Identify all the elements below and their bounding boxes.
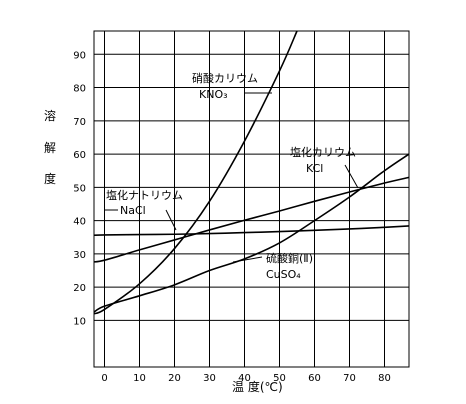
x-tick-label: 80 bbox=[378, 373, 391, 384]
y-axis-label-char-3: 度 bbox=[44, 171, 56, 186]
x-tick-label: 30 bbox=[203, 373, 216, 384]
y-axis-label: 溶 解 度 bbox=[44, 108, 56, 186]
y-tick-labels: 10 20 30 40 50 60 70 80 90 bbox=[73, 50, 86, 327]
y-tick-label: 70 bbox=[73, 117, 86, 128]
x-tick-label: 70 bbox=[343, 373, 356, 384]
series-formula-nacl: NaCl bbox=[120, 204, 146, 217]
series-formula-kcl: KCl bbox=[306, 162, 323, 175]
x-tick-label: 20 bbox=[168, 373, 181, 384]
series-formula-kno3: KNO₃ bbox=[199, 88, 228, 101]
x-tick-label: 40 bbox=[238, 373, 251, 384]
y-tick-label: 10 bbox=[73, 316, 86, 327]
series-name-kcl: 塩化カリウム bbox=[290, 145, 356, 159]
y-tick-label: 50 bbox=[73, 183, 86, 194]
y-tick-label: 30 bbox=[73, 250, 86, 261]
y-tick-label: 80 bbox=[73, 84, 86, 95]
x-tick-label: 60 bbox=[308, 373, 321, 384]
y-tick-label: 60 bbox=[73, 150, 86, 161]
x-axis-label: 温 度(℃) bbox=[232, 379, 283, 394]
chart-curves bbox=[93, 30, 410, 315]
series-formula-cuso4: CuSO₄ bbox=[266, 268, 301, 281]
series-label-kcl: 塩化カリウム KCl bbox=[290, 145, 359, 189]
leader-line-kcl bbox=[344, 164, 359, 189]
y-axis-label-char-2: 解 bbox=[44, 141, 56, 155]
series-line-nacl bbox=[93, 225, 410, 237]
leader-line-cuso4 bbox=[232, 256, 263, 263]
x-tick-labels: 0 10 20 30 40 50 60 70 80 bbox=[101, 373, 391, 384]
series-label-cuso4: 硫酸銅(Ⅱ) CuSO₄ bbox=[232, 251, 313, 281]
chart-grid bbox=[93, 30, 410, 368]
y-tick-label: 20 bbox=[73, 283, 86, 294]
leader-line-nacl-right bbox=[165, 209, 177, 231]
series-name-cuso4: 硫酸銅(Ⅱ) bbox=[266, 251, 313, 265]
series-line-kno3 bbox=[93, 30, 298, 315]
series-name-nacl: 塩化ナトリウム bbox=[106, 188, 183, 202]
y-axis-label-char-1: 溶 bbox=[44, 108, 56, 123]
series-line-cuso4 bbox=[93, 153, 410, 313]
x-tick-label: 10 bbox=[133, 373, 146, 384]
series-name-kno3: 硝酸カリウム bbox=[192, 71, 258, 85]
y-tick-label: 90 bbox=[73, 50, 86, 61]
x-tick-label: 0 bbox=[101, 373, 107, 384]
series-label-nacl: 塩化ナトリウム NaCl bbox=[104, 188, 183, 231]
plot-frame bbox=[93, 30, 410, 368]
series-label-kno3: 硝酸カリウム KNO₃ bbox=[192, 71, 272, 101]
x-tick-label: 50 bbox=[273, 373, 286, 384]
y-tick-label: 40 bbox=[73, 217, 86, 228]
